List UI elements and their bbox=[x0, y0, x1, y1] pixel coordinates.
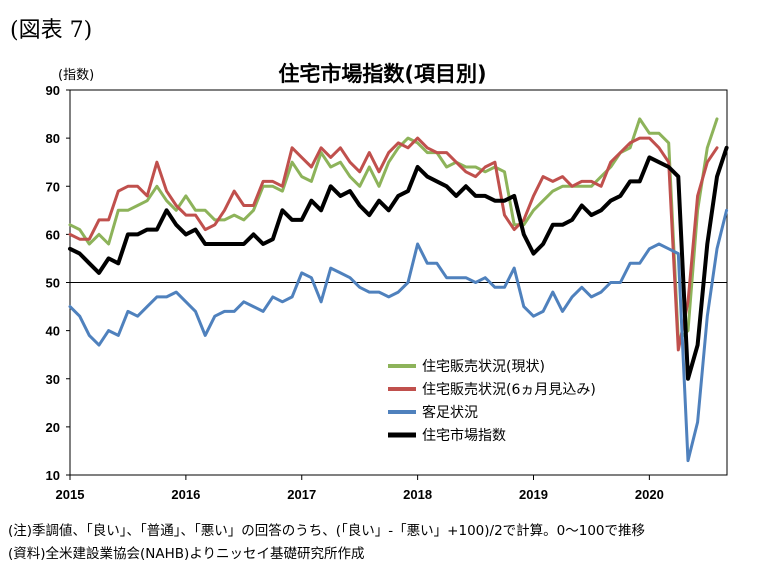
y-tick-label: 40 bbox=[46, 324, 60, 339]
legend-entry-2: 住宅販売状況(6ヵ月見込み) bbox=[422, 382, 596, 398]
footnote-source: (資料)全米建設業協会(NAHB)よりニッセイ基礎研究所作成 bbox=[8, 546, 365, 562]
y-tick-label: 30 bbox=[46, 372, 60, 387]
y-tick-label: 50 bbox=[46, 276, 60, 291]
series-line-3 bbox=[68, 208, 729, 463]
y-tick-label: 70 bbox=[46, 179, 60, 194]
legend-entry-1: 住宅販売状況(現状) bbox=[422, 359, 545, 375]
x-tick-label: 2019 bbox=[519, 487, 548, 502]
x-tick-label: 2018 bbox=[403, 487, 432, 502]
y-tick-label: 10 bbox=[46, 468, 60, 483]
chart-title: 住宅市場指数(項目別) bbox=[278, 62, 487, 86]
footnote-calculation: (注)季調値、「良い」、「普通」、「悪い」の回答のうち、(「良い」-「悪い」+1… bbox=[8, 523, 646, 539]
x-tick-label: 2017 bbox=[287, 487, 316, 502]
chart-axes: 10 20 30 40 50 60 70 80 90 2015 2016 2017 2018 2019 20… bbox=[46, 83, 728, 502]
y-tick-label: 60 bbox=[46, 227, 60, 242]
figure-label: (図表 7) bbox=[10, 18, 93, 43]
series-line-2 bbox=[68, 136, 719, 352]
x-tick-label: 2016 bbox=[171, 487, 200, 502]
y-tick-label: 90 bbox=[46, 83, 60, 98]
series-line-4 bbox=[68, 145, 729, 381]
legend-entry-3: 客足状況 bbox=[422, 404, 478, 421]
y-axis-unit-label: (指数) bbox=[58, 68, 95, 83]
legend-entry-4: 住宅市場指数 bbox=[422, 427, 506, 444]
y-tick-label: 80 bbox=[46, 131, 60, 146]
x-tick-label: 2015 bbox=[56, 487, 85, 502]
y-tick-label: 20 bbox=[46, 420, 60, 435]
x-tick-label: 2020 bbox=[635, 487, 664, 502]
chart-series-lines bbox=[68, 117, 729, 463]
